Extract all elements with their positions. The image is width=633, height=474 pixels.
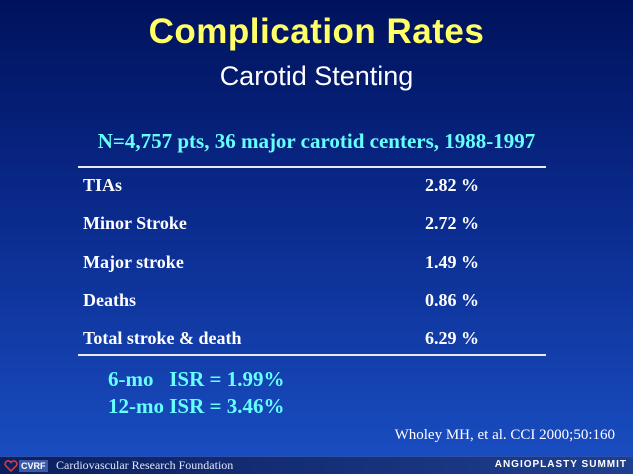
isr-6mo: 6-mo ISR = 1.99% [108, 367, 285, 391]
table-row: Deaths 0.86 % [83, 290, 503, 316]
event-name: ANGIOPLASTY SUMMIT [494, 459, 627, 470]
cvrf-logo: CVRF [4, 459, 48, 472]
table-row: TIAs 2.82 % [83, 175, 503, 201]
footer-bar: CVRF Cardiovascular Research Foundation … [0, 456, 633, 474]
slide-subtitle: Carotid Stenting [219, 61, 414, 91]
table-row: Total stroke & death 6.29 % [83, 328, 503, 354]
row-label: TIAs [83, 175, 123, 195]
row-label: Deaths [83, 290, 136, 310]
citation: Wholey MH, et al. CCI 2000;50:160 [394, 427, 615, 443]
row-label: Major stroke [83, 252, 184, 272]
heart-icon [4, 459, 18, 472]
row-value: 2.72 % [425, 213, 479, 233]
table-row: Minor Stroke 2.72 % [83, 213, 503, 239]
table-bottom-rule [78, 354, 546, 356]
table-row: Major stroke 1.49 % [83, 252, 503, 278]
slide-title: Complication Rates [148, 12, 485, 51]
row-value: 6.29 % [425, 328, 479, 348]
table-top-rule [78, 166, 546, 168]
study-summary: N=4,757 pts, 36 major carotid centers, 1… [97, 129, 536, 153]
row-value: 0.86 % [425, 290, 479, 310]
row-value: 2.82 % [425, 175, 479, 195]
row-value: 1.49 % [425, 252, 479, 272]
row-label: Minor Stroke [83, 213, 187, 233]
row-label: Total stroke & death [83, 328, 242, 348]
foundation-name: Cardiovascular Research Foundation [56, 458, 234, 472]
isr-12mo: 12-mo ISR = 3.46% [108, 394, 285, 418]
logo-text: CVRF [19, 459, 48, 472]
